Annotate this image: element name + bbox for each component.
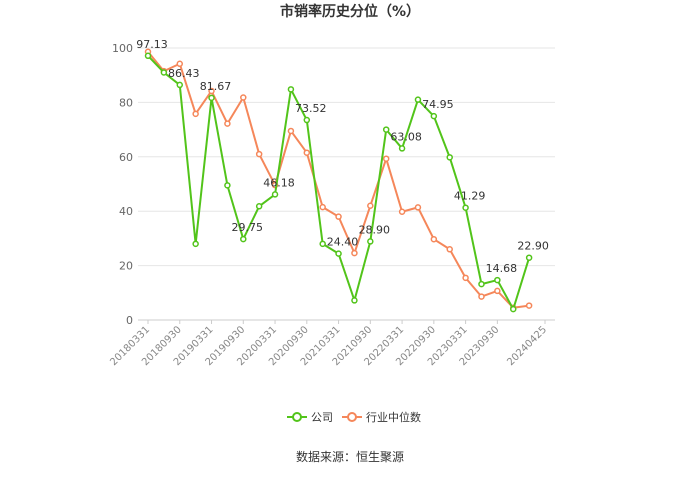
legend-swatch-marker	[347, 412, 357, 422]
data-point	[255, 203, 263, 210]
data-point	[160, 69, 168, 76]
series-line-company	[147, 55, 531, 311]
data-point	[255, 150, 263, 158]
data-point	[414, 204, 422, 211]
data-point	[398, 208, 406, 215]
y-tick-label: 0	[126, 314, 133, 327]
data-point	[478, 280, 485, 288]
data-label: 74.95	[422, 98, 454, 111]
data-point	[494, 287, 501, 295]
data-point	[287, 127, 295, 135]
series-lines	[144, 48, 533, 313]
y-tick-label: 20	[119, 260, 133, 273]
data-label: 24.40	[327, 236, 359, 249]
legend-swatch-marker	[292, 412, 302, 422]
data-point	[351, 297, 358, 304]
data-label: 86.43	[168, 67, 200, 80]
data-point	[494, 276, 501, 284]
data-point	[303, 149, 311, 156]
data-point	[224, 182, 231, 189]
data-point	[303, 116, 311, 124]
legend[interactable]: 公司 行业中位数	[287, 410, 421, 424]
data-point	[525, 302, 533, 309]
y-tick-label: 60	[119, 151, 133, 164]
data-label: 81.67	[200, 80, 232, 93]
data-point	[335, 213, 342, 220]
data-point	[525, 254, 533, 261]
data-point	[430, 235, 438, 243]
data-point	[382, 126, 390, 133]
data-label: 28.90	[359, 223, 391, 236]
source-note: 数据来源：恒生聚源	[296, 449, 404, 464]
axes: 0204060801002018033120180930201903312019…	[108, 42, 555, 368]
y-tick-label: 40	[119, 205, 133, 218]
data-label: 97.13	[136, 38, 168, 51]
data-label: 63.08	[390, 130, 422, 143]
data-label: 73.52	[295, 102, 327, 115]
data-point	[367, 202, 374, 210]
data-label: 41.29	[454, 190, 486, 203]
data-point	[208, 94, 215, 102]
data-point	[240, 94, 247, 101]
legend-item-industry-median[interactable]: 行业中位数	[342, 410, 421, 424]
data-point	[398, 145, 406, 152]
data-point	[367, 238, 374, 245]
data-point	[446, 154, 453, 161]
data-point	[462, 274, 469, 282]
data-point	[271, 191, 279, 198]
data-label: 46.18	[263, 176, 295, 189]
y-tick-label: 100	[112, 42, 133, 55]
data-point	[176, 81, 184, 89]
data-point	[382, 155, 390, 162]
data-point	[478, 293, 485, 300]
legend-label: 公司	[311, 411, 333, 424]
data-point	[335, 250, 342, 257]
data-point	[192, 240, 199, 248]
data-label: 22.90	[517, 240, 549, 253]
data-point	[319, 203, 326, 211]
data-point	[192, 110, 199, 118]
data-point	[224, 120, 231, 127]
chart-title: 市销率历史分位（%）	[280, 3, 420, 20]
data-point	[208, 87, 215, 95]
data-point	[287, 86, 295, 93]
data-point	[176, 60, 184, 68]
data-point	[144, 52, 152, 60]
legend-label: 行业中位数	[366, 410, 421, 424]
data-label: 14.68	[486, 262, 518, 275]
data-point	[509, 305, 517, 313]
data-point	[462, 204, 469, 211]
legend-item-company[interactable]: 公司	[287, 411, 333, 424]
x-tick-label: 20240425	[505, 324, 549, 368]
data-label: 29.75	[232, 221, 264, 234]
data-point	[240, 235, 247, 243]
data-point	[430, 112, 438, 120]
y-tick-label: 80	[119, 96, 133, 109]
data-point	[414, 96, 422, 103]
data-point	[351, 249, 358, 257]
data-point	[319, 240, 326, 248]
data-point	[446, 246, 453, 253]
